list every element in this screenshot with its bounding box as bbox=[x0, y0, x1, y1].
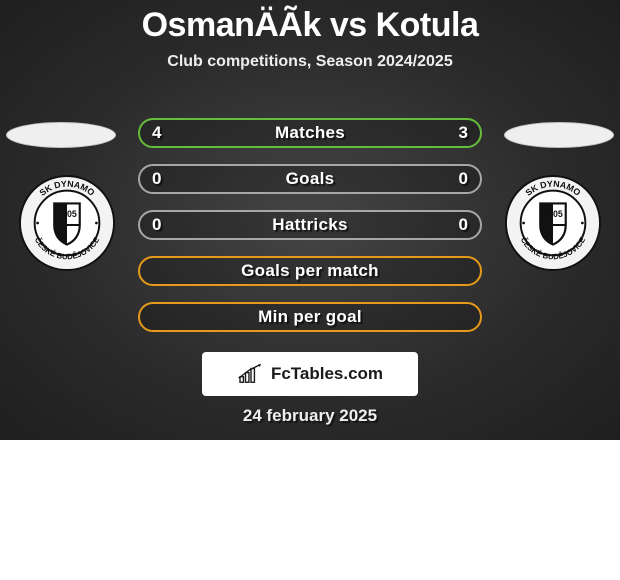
player1-portrait bbox=[6, 122, 116, 148]
stat-right-value: 0 bbox=[459, 164, 468, 194]
player2-name: Kotula bbox=[376, 6, 479, 44]
stat-label: Matches bbox=[138, 118, 482, 148]
snapshot-date: 24 february 2025 bbox=[0, 406, 620, 426]
player2-club-badge: SK DYNAMO ČESKÉ BUDĚJOVICE 1905 bbox=[504, 174, 602, 272]
stat-row: Hattricks0 0 bbox=[138, 210, 482, 240]
stat-label: Goals per match bbox=[138, 256, 482, 286]
player1-name: OsmanÄÃ­k bbox=[142, 6, 321, 44]
stat-left-value: 0 bbox=[152, 164, 161, 194]
stat-label: Goals bbox=[138, 164, 482, 194]
svg-text:1905: 1905 bbox=[57, 209, 77, 219]
stat-left-value: 0 bbox=[152, 210, 161, 240]
svg-text:1905: 1905 bbox=[543, 209, 563, 219]
stat-left-value: 4 bbox=[152, 118, 161, 148]
stat-right-value: 3 bbox=[459, 118, 468, 148]
stat-rows: Matches43Goals00Hattricks00Goals per mat… bbox=[138, 118, 482, 348]
subtitle: Club competitions, Season 2024/2025 bbox=[0, 53, 620, 71]
stat-row: Goals per match bbox=[138, 256, 482, 286]
fctables-icon bbox=[237, 363, 265, 385]
stat-label: Min per goal bbox=[138, 302, 482, 332]
source-banner: FcTables.com bbox=[202, 352, 418, 396]
stat-row: Min per goal bbox=[138, 302, 482, 332]
comparison-panel: OsmanÄÃ­k vs Kotula Club competitions, S… bbox=[0, 0, 620, 440]
source-site: FcTables.com bbox=[271, 364, 383, 384]
stat-row: Goals0 0 bbox=[138, 164, 482, 194]
player2-portrait bbox=[504, 122, 614, 148]
stat-right-value: 0 bbox=[459, 210, 468, 240]
vs-separator: vs bbox=[321, 6, 376, 44]
stat-row: Matches4 3 bbox=[138, 118, 482, 148]
page-title: OsmanÄÃ­k vs Kotula bbox=[0, 0, 620, 45]
stat-label: Hattricks bbox=[138, 210, 482, 240]
player1-club-badge: SK DYNAMO ČESKÉ BUDĚJOVICE 1905 bbox=[18, 174, 116, 272]
